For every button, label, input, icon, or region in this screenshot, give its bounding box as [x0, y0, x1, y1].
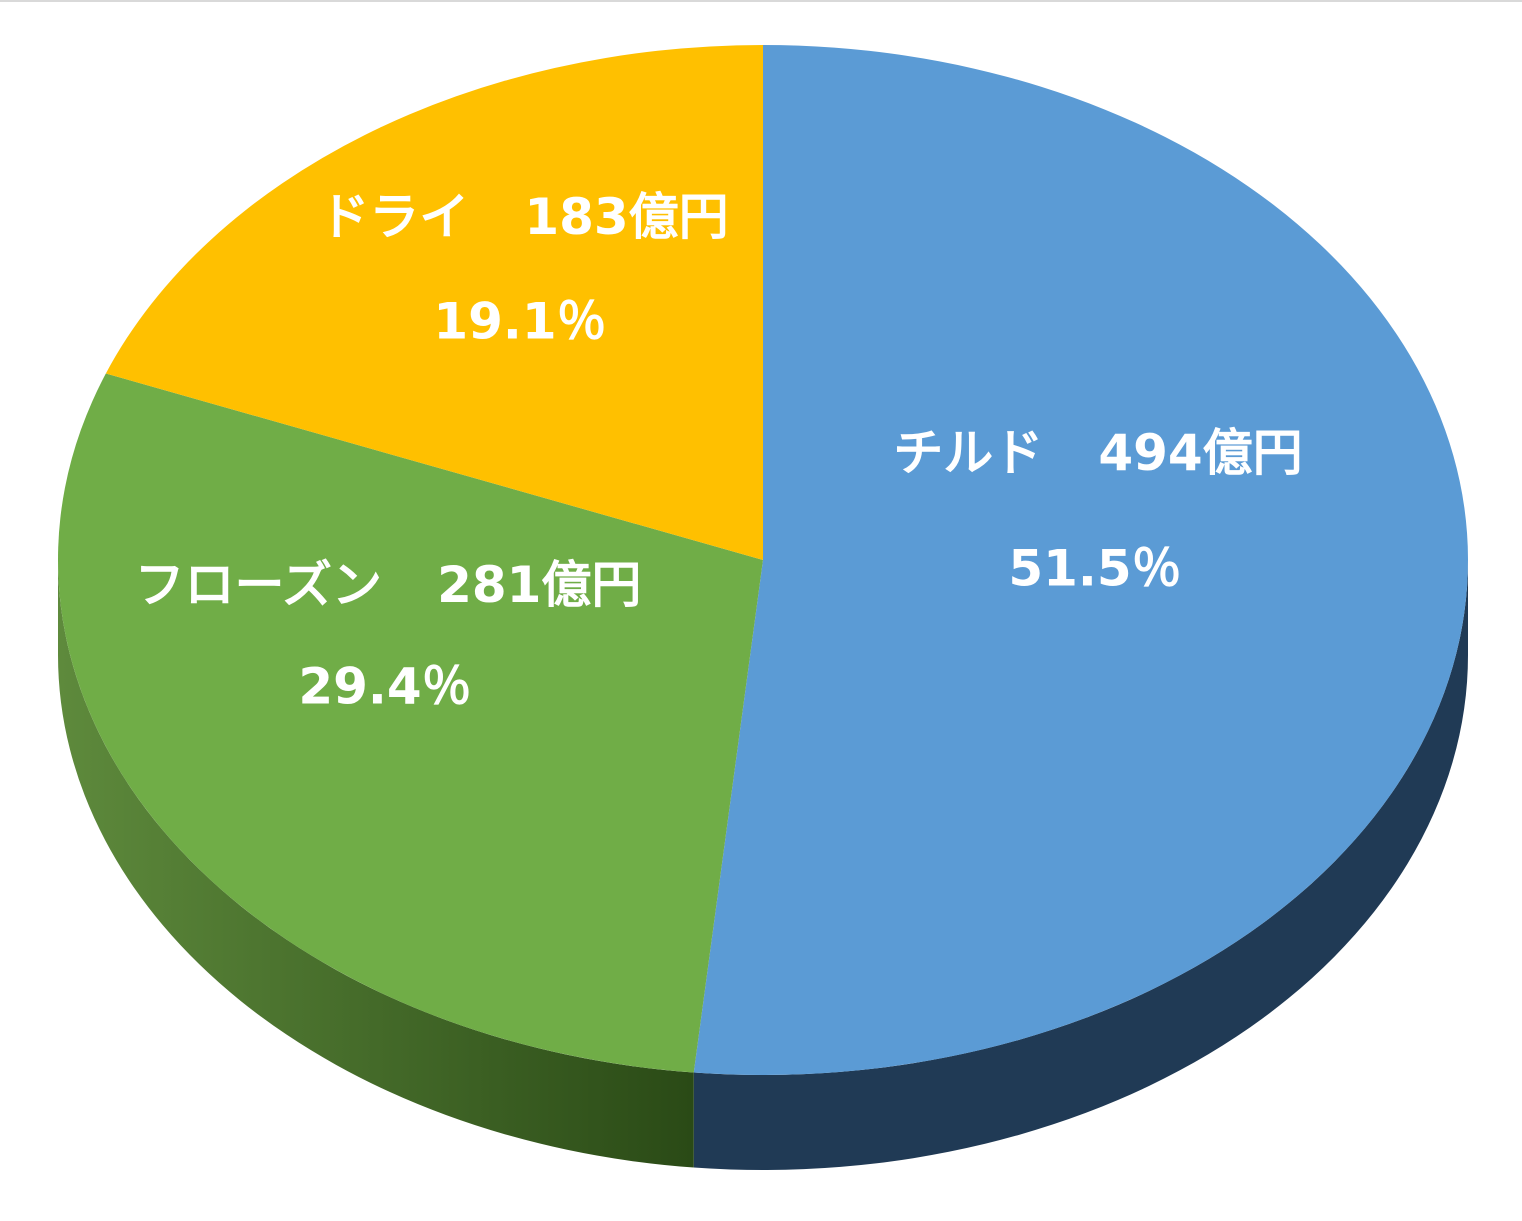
value-label: 281億円	[437, 556, 641, 614]
slice-label: チルド 494億円	[893, 424, 1302, 482]
category-name: チルド	[893, 424, 1043, 482]
pie-slice	[693, 45, 1468, 1075]
slice-label: フローズン 281億円	[135, 556, 642, 614]
percentage-label: 19.1％	[433, 293, 606, 351]
category-name: ドライ	[319, 188, 469, 246]
slice-label: ドライ 183億円	[319, 188, 728, 246]
value-label: 494億円	[1098, 424, 1302, 482]
pie-slice	[57, 373, 763, 1073]
percentage-label: 51.5％	[1008, 540, 1181, 598]
pie-side	[693, 560, 1468, 1170]
value-label: 183億円	[524, 188, 728, 246]
pie-slice	[105, 45, 763, 560]
category-name: フローズン	[135, 556, 383, 614]
percentage-label: 29.4％	[298, 658, 471, 716]
pie-side	[58, 560, 694, 1168]
